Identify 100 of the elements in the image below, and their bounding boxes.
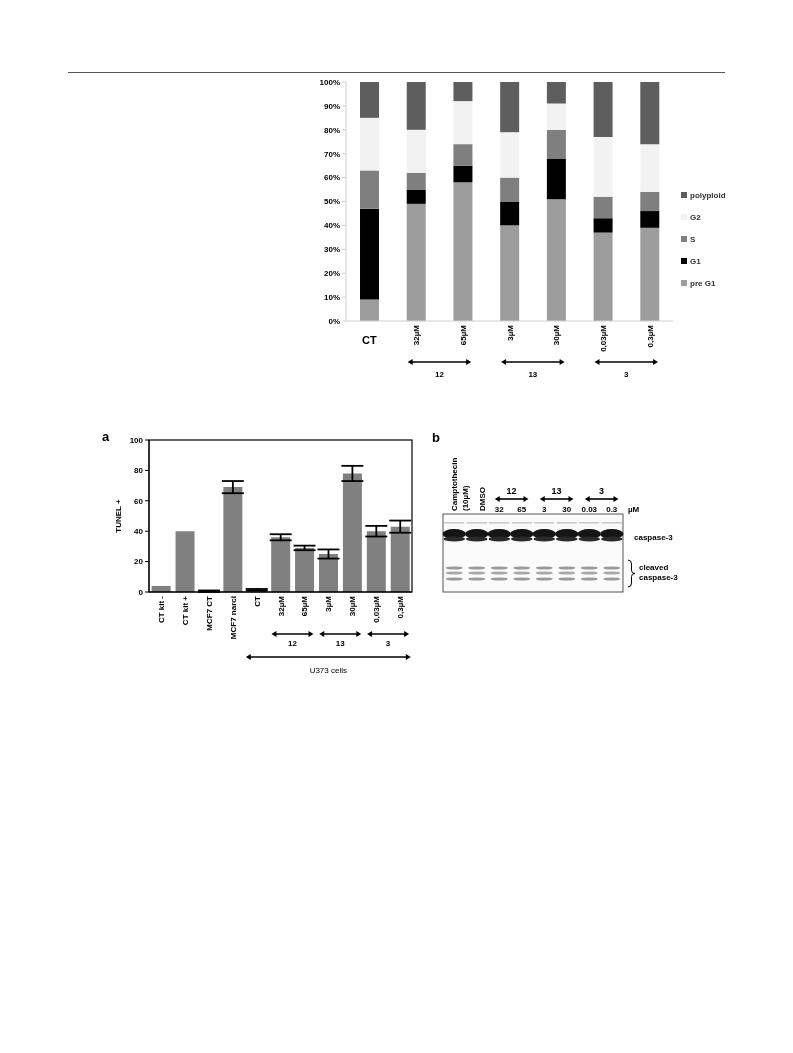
category-label: Camptothecin (10µM) xyxy=(449,457,470,511)
text: cleaved caspase-3 xyxy=(639,563,679,582)
x-tick-label: MCF7 CT xyxy=(204,595,214,631)
y-axis-title: TUNEL + xyxy=(113,498,123,533)
x-tick-label: 65µM xyxy=(458,324,468,346)
category-label: 32 xyxy=(494,505,505,514)
text: U373 cells xyxy=(309,666,347,675)
bar xyxy=(500,82,520,133)
bar xyxy=(342,473,362,592)
y-tick-label: 50% xyxy=(323,197,340,207)
y-tick-label: 100 xyxy=(129,435,144,445)
bar xyxy=(546,158,566,200)
bar xyxy=(453,165,473,183)
bar xyxy=(640,82,660,145)
y-tick-label: 100% xyxy=(319,77,340,87)
bar xyxy=(640,227,660,321)
x-tick-label: CT xyxy=(252,595,262,607)
text: 12 xyxy=(288,639,298,648)
bar xyxy=(593,82,613,137)
bar xyxy=(546,129,566,159)
bar xyxy=(546,199,566,321)
bar xyxy=(360,299,380,321)
category-label: 0.03 xyxy=(581,505,598,514)
text: 13 xyxy=(528,370,538,379)
x-tick-label: 32µM xyxy=(276,595,285,617)
bar xyxy=(360,208,380,300)
y-tick-label: 20 xyxy=(134,557,144,567)
text: b xyxy=(432,430,440,445)
text: µM xyxy=(628,505,640,514)
x-tick-label: CT kit + xyxy=(180,595,190,626)
bar xyxy=(640,144,660,192)
category-label: 0.3 xyxy=(606,505,618,514)
bar xyxy=(453,101,473,145)
bar xyxy=(640,211,660,228)
bar xyxy=(500,201,520,226)
text: 3 xyxy=(385,639,391,648)
category-label: 3 xyxy=(599,486,605,496)
legend-label: G1 xyxy=(690,256,701,266)
x-tick-label: 3µM xyxy=(323,595,333,612)
bar xyxy=(175,531,195,592)
y-tick-label: 0% xyxy=(328,316,340,326)
bar xyxy=(453,182,473,321)
text: 3 xyxy=(624,370,630,379)
bar xyxy=(366,531,386,592)
category-label: DMSO xyxy=(477,487,487,511)
text: 3 xyxy=(542,505,548,514)
legend-label: S xyxy=(690,234,696,244)
x-tick-label: CT xyxy=(362,334,377,346)
bar xyxy=(593,196,613,219)
y-tick-label: 60% xyxy=(323,173,340,183)
y-tick-label: 60 xyxy=(134,496,144,506)
text: caspase-3 xyxy=(634,533,674,542)
bar xyxy=(453,144,473,166)
y-tick-label: 40% xyxy=(323,221,340,231)
y-tick-label: 20% xyxy=(323,269,340,279)
x-tick-label: CT kit - xyxy=(156,595,166,624)
bar xyxy=(593,136,613,197)
bar xyxy=(360,170,380,209)
bar xyxy=(640,191,660,212)
x-tick-label: 32µM xyxy=(411,324,421,346)
bar xyxy=(360,117,380,171)
legend-label: G2 xyxy=(690,212,701,222)
bar xyxy=(318,554,338,592)
category-label: 65 xyxy=(517,505,527,514)
y-tick-label: 80 xyxy=(134,466,144,476)
x-tick-label: 0,03µM xyxy=(371,595,381,623)
bar xyxy=(546,82,566,104)
bar xyxy=(223,487,243,592)
category-label: 30 xyxy=(562,505,572,514)
text: 13 xyxy=(335,639,346,648)
bar xyxy=(500,132,520,178)
bar xyxy=(406,82,426,130)
y-tick-label: 90% xyxy=(323,101,340,111)
bar xyxy=(500,225,520,321)
bar xyxy=(360,82,380,118)
bar xyxy=(546,103,566,130)
y-tick-label: 0 xyxy=(138,587,144,597)
bar xyxy=(406,189,426,204)
bar xyxy=(271,537,291,592)
text: 12 xyxy=(506,486,517,496)
text: 12 xyxy=(434,370,445,379)
x-tick-label: 65µM xyxy=(299,595,309,617)
bar xyxy=(390,526,410,592)
legend-label: polyploid xyxy=(690,190,726,200)
y-tick-label: 10% xyxy=(323,292,340,302)
bar xyxy=(593,232,613,321)
x-tick-label: 0,3µM xyxy=(645,324,655,348)
text: 13 xyxy=(551,486,562,496)
x-tick-label: 0,3µM xyxy=(395,595,405,619)
y-tick-label: 30% xyxy=(323,245,340,255)
x-tick-label: MCF7 narci xyxy=(228,596,238,640)
bar xyxy=(406,203,426,321)
bar xyxy=(500,177,520,202)
bar xyxy=(406,129,426,173)
y-tick-label: 40 xyxy=(134,527,144,537)
x-tick-label: 0,03µM xyxy=(598,324,608,352)
x-tick-label: 30µM xyxy=(347,595,357,617)
bar xyxy=(453,82,473,102)
y-tick-label: 70% xyxy=(323,149,340,159)
x-tick-label: 3µM xyxy=(505,324,514,341)
